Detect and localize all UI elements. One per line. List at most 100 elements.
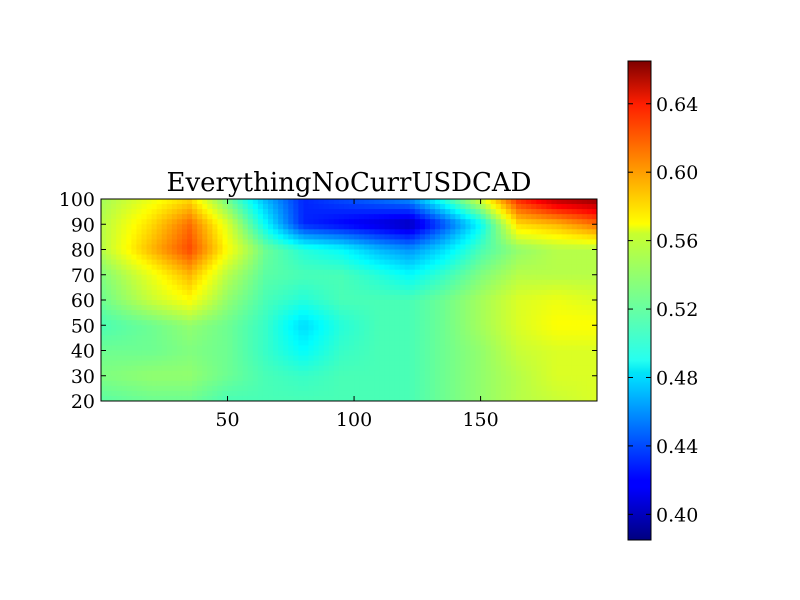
heatmap-cell (101, 355, 107, 362)
heatmap-cell (313, 350, 320, 357)
heatmap-cell (338, 289, 345, 296)
heatmap-cell (480, 284, 487, 291)
heatmap-cell (581, 294, 588, 301)
heatmap-cell (591, 350, 597, 357)
heatmap-cell (278, 345, 284, 352)
heatmap-cell (237, 340, 244, 347)
heatmap-cell (495, 350, 502, 357)
heatmap-cell (111, 239, 117, 246)
heatmap-cell (480, 244, 487, 251)
heatmap-cell (197, 365, 203, 372)
heatmap-cell (101, 244, 107, 251)
heatmap-cell (136, 305, 143, 311)
heatmap-cell (541, 289, 547, 296)
heatmap-cell (156, 345, 163, 352)
heatmap-cell (435, 330, 441, 336)
heatmap-cell (303, 350, 310, 357)
heatmap-cell (505, 254, 512, 261)
heatmap-cell (531, 204, 537, 210)
heatmap-cell (475, 234, 482, 240)
heatmap-cell (561, 259, 568, 266)
heatmap-cell (288, 380, 294, 387)
heatmap-cell (101, 310, 107, 316)
heatmap-cell (571, 279, 578, 286)
heatmap-cell (536, 335, 542, 341)
heatmap-cell (490, 325, 497, 331)
heatmap-cell (419, 269, 426, 276)
heatmap-cell (141, 229, 148, 235)
heatmap-cell (516, 284, 522, 291)
heatmap-cell (429, 289, 436, 296)
heatmap-cell (414, 224, 421, 230)
heatmap-cell (333, 330, 340, 336)
heatmap-cell (141, 385, 148, 392)
heatmap-cell (141, 204, 148, 210)
heatmap-cell (192, 390, 198, 397)
heatmap-cell (171, 214, 178, 220)
heatmap-cell (212, 244, 219, 251)
heatmap-cell (207, 380, 213, 387)
heatmap-cell (516, 370, 522, 377)
heatmap-cell (364, 370, 370, 377)
heatmap-cell (141, 365, 148, 372)
heatmap-cell (343, 214, 350, 220)
heatmap-cell (429, 360, 436, 367)
heatmap-cell (495, 335, 502, 341)
heatmap-cell (440, 330, 446, 336)
heatmap-cell (424, 284, 431, 291)
heatmap-cell (404, 279, 411, 286)
heatmap-cell (262, 310, 269, 316)
heatmap-cell (136, 279, 143, 286)
heatmap-cell (161, 209, 168, 215)
heatmap-cell (227, 360, 234, 367)
heatmap-cell (450, 224, 456, 230)
heatmap-cell (404, 385, 411, 392)
heatmap-cell (414, 310, 421, 316)
heatmap-cell (505, 279, 512, 286)
heatmap-cell (424, 209, 431, 215)
heatmap-cell (409, 310, 416, 316)
heatmap-cell (141, 380, 148, 387)
heatmap-cell (176, 365, 183, 372)
heatmap-cell (197, 335, 203, 341)
heatmap-cell (227, 209, 234, 215)
heatmap-cell (531, 315, 537, 321)
heatmap-cell (318, 249, 325, 256)
heatmap-cell (450, 274, 456, 281)
heatmap-cell (101, 370, 107, 377)
heatmap-cell (510, 239, 517, 246)
heatmap-cell (101, 350, 107, 357)
heatmap-cell (141, 274, 148, 281)
heatmap-cell (252, 274, 259, 281)
heatmap-cell (136, 335, 143, 341)
heatmap-cell (435, 300, 441, 306)
heatmap-cell (207, 269, 213, 276)
heatmap-cell (541, 219, 547, 225)
heatmap-cell (521, 315, 527, 321)
heatmap-cell (151, 284, 158, 291)
heatmap-cell (242, 390, 249, 397)
heatmap-cell (136, 395, 143, 401)
heatmap-cell (136, 380, 143, 387)
x-tick-label: 100 (336, 409, 372, 431)
heatmap-cell (394, 254, 401, 261)
heatmap-cell (485, 274, 492, 281)
heatmap-cell (349, 310, 355, 316)
heatmap-cell (500, 269, 507, 276)
heatmap-cell (293, 254, 299, 261)
heatmap-cell (262, 300, 269, 306)
heatmap-cell (460, 345, 467, 352)
heatmap-cell (222, 244, 229, 251)
heatmap-cell (171, 300, 178, 306)
heatmap-cell (161, 229, 168, 235)
heatmap-cell (455, 390, 461, 397)
heatmap-cell (465, 224, 472, 230)
heatmap-cell (141, 199, 148, 205)
heatmap-cell (424, 259, 431, 266)
heatmap-cell (217, 395, 224, 401)
heatmap-cell (333, 234, 340, 240)
heatmap-cell (485, 310, 492, 316)
heatmap-cell (192, 244, 198, 251)
heatmap-cell (359, 259, 365, 266)
heatmap-cell (227, 204, 234, 210)
